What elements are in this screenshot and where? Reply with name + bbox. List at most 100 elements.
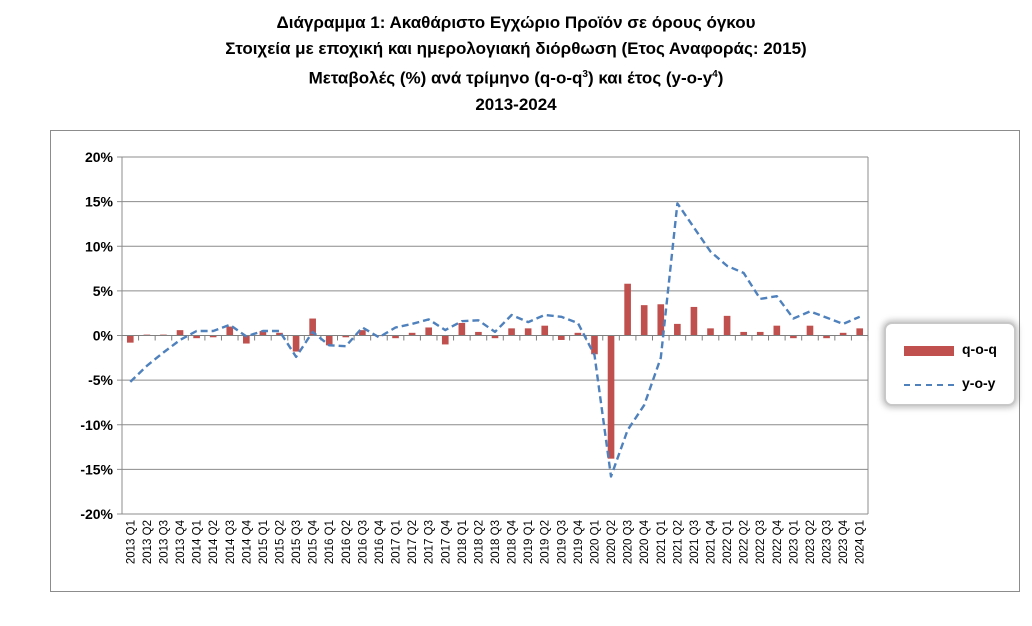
bar-q-o-q (806, 325, 814, 336)
bar-q-o-q (209, 335, 217, 338)
chart-subtitle-changes: Μεταβολές (%) ανά τρίμηνο (q-o-q3) και έ… (308, 68, 724, 88)
x-category-label: 2013 Q1 (125, 520, 137, 564)
x-category-label: 2020 Q1 (589, 520, 601, 564)
x-category-label: 2018 Q3 (490, 520, 502, 564)
bar-q-o-q (707, 328, 714, 336)
x-category-label: 2020 Q4 (639, 519, 651, 564)
x-category-label: 2014 Q2 (208, 520, 220, 564)
x-category-label: 2019 Q2 (540, 520, 552, 564)
x-category-label: 2017 Q4 (440, 519, 452, 564)
legend-swatch-bar (904, 346, 954, 356)
bar-q-o-q (657, 304, 665, 336)
y-tick-label: 5% (93, 283, 114, 299)
y-tick-label: 10% (85, 238, 114, 254)
chart-period: 2013-2024 (475, 94, 557, 114)
y-tick-label: 0% (93, 328, 114, 344)
x-category-label: 2014 Q4 (241, 519, 253, 564)
bar-q-o-q (226, 326, 234, 336)
x-category-label: 2019 Q1 (523, 520, 535, 564)
x-category-label: 2023 Q1 (788, 520, 800, 564)
chart-subtitle: Στοιχεία με εποχική και ημερολογιακή διό… (225, 39, 807, 58)
bar-q-o-q (508, 328, 515, 336)
x-category-label: 2019 Q3 (556, 520, 568, 564)
bar-q-o-q (541, 325, 549, 336)
x-category-label: 2023 Q3 (822, 520, 834, 564)
x-category-label: 2021 Q3 (689, 520, 701, 564)
bar-q-o-q (126, 335, 134, 343)
x-category-label: 2021 Q1 (656, 520, 668, 564)
x-category-label: 2021 Q4 (706, 519, 718, 564)
bar-q-o-q (790, 335, 797, 339)
x-category-label: 2017 Q1 (391, 520, 403, 564)
bar-q-o-q (723, 315, 731, 336)
bar-q-o-q (243, 335, 250, 344)
y-tick-label: -15% (80, 461, 113, 477)
y-tick-label: 15% (85, 194, 114, 210)
bar-q-o-q (292, 335, 300, 352)
bar-q-o-q (740, 331, 747, 336)
x-category-label: 2017 Q3 (424, 520, 436, 564)
x-category-label: 2022 Q2 (739, 520, 751, 564)
x-category-label: 2016 Q3 (357, 520, 369, 564)
bar-q-o-q (524, 328, 532, 336)
bar-q-o-q (259, 331, 267, 336)
bar-q-o-q (325, 335, 333, 346)
x-category-label: 2018 Q1 (457, 520, 469, 564)
x-category-label: 2015 Q2 (274, 520, 286, 564)
bar-q-o-q (408, 332, 416, 336)
x-category-label: 2019 Q4 (573, 519, 585, 564)
chart-legend: q-o-q y-o-y (884, 322, 1016, 406)
bar-q-o-q (839, 332, 847, 336)
bar-q-o-q (756, 331, 764, 336)
x-category-label: 2013 Q4 (175, 519, 187, 564)
x-category-label: 2014 Q1 (192, 520, 204, 564)
chart-area-frame (50, 130, 1020, 592)
bar-q-o-q (773, 325, 781, 336)
bar-q-o-q (193, 335, 200, 339)
x-category-label: 2013 Q3 (158, 520, 170, 564)
bar-q-o-q (491, 335, 499, 339)
bar-q-o-q (342, 335, 350, 338)
x-category-label: 2024 Q1 (855, 520, 867, 564)
x-category-label: 2023 Q2 (805, 520, 817, 564)
x-category-label: 2022 Q4 (772, 519, 784, 564)
bar-q-o-q (309, 318, 316, 336)
bar-q-o-q (674, 323, 681, 336)
bar-q-o-q (392, 335, 399, 339)
x-category-label: 2013 Q2 (142, 520, 154, 564)
x-category-label: 2017 Q2 (407, 520, 419, 564)
bar-q-o-q (176, 330, 184, 336)
x-category-label: 2020 Q3 (623, 520, 635, 564)
x-category-label: 2016 Q4 (374, 519, 386, 564)
chart-title-block: Διάγραμμα 1: Ακαθάριστο Εγχώριο Προϊόν σ… (0, 10, 1032, 118)
bar-q-o-q (425, 327, 433, 336)
legend-label-y-o-y: y-o-y (962, 375, 996, 391)
bar-q-o-q (574, 332, 582, 336)
bar-q-o-q (823, 335, 830, 339)
bar-q-o-q (607, 335, 615, 459)
bar-q-o-q (557, 335, 565, 340)
bar-q-o-q (856, 328, 864, 336)
x-category-label: 2021 Q2 (672, 520, 684, 564)
bar-q-o-q (624, 283, 631, 336)
bar-q-o-q (690, 306, 698, 336)
y-tick-label: -10% (80, 417, 113, 433)
bar-q-o-q (441, 335, 449, 345)
bar-q-o-q (475, 331, 482, 336)
bar-q-o-q (591, 335, 598, 355)
bar-q-o-q (276, 332, 283, 336)
x-category-label: 2014 Q3 (225, 520, 237, 564)
y-tick-label: -20% (80, 506, 113, 522)
line-y-o-y (129, 202, 861, 478)
x-category-label: 2016 Q1 (324, 520, 336, 564)
y-tick-label: 20% (85, 149, 114, 165)
y-tick-label: -5% (88, 372, 113, 388)
x-category-label: 2015 Q1 (258, 520, 270, 564)
x-category-label: 2022 Q1 (722, 520, 734, 564)
bar-q-o-q (359, 330, 366, 336)
bar-q-o-q (458, 323, 466, 336)
x-category-label: 2023 Q4 (838, 519, 850, 564)
x-category-label: 2020 Q2 (606, 520, 618, 564)
x-category-label: 2015 Q4 (308, 519, 320, 564)
